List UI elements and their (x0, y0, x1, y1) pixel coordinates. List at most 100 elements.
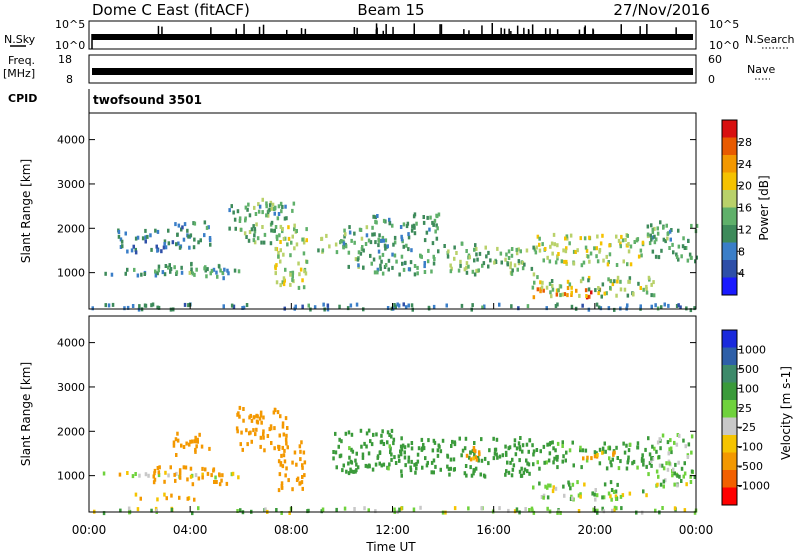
range-time-cell (391, 252, 394, 257)
range-time-cell (420, 437, 424, 442)
range-time-cell (616, 275, 620, 280)
colorbar-frame (721, 329, 738, 506)
range-time-cell (570, 304, 574, 309)
range-time-cell (347, 430, 351, 435)
range-time-cell (226, 268, 229, 273)
range-time-cell (411, 224, 414, 229)
range-time-cell (293, 223, 296, 228)
range-time-cell (652, 293, 656, 298)
range-time-cell (413, 231, 417, 236)
nsky-spike (300, 28, 303, 34)
range-time-cell (153, 471, 156, 476)
range-time-cell (465, 453, 469, 458)
range-time-cell (407, 235, 411, 240)
range-time-cell (474, 455, 477, 460)
range-time-cell (492, 436, 495, 441)
range-time-cell (195, 267, 198, 272)
range-time-cell (627, 448, 631, 453)
range-time-cell (519, 249, 522, 254)
range-time-cell (156, 248, 159, 253)
range-time-cell (504, 257, 507, 262)
range-time-cell (301, 486, 304, 491)
nsky-spike (523, 27, 525, 34)
range-time-cell (483, 304, 486, 309)
range-time-cell (439, 467, 442, 472)
range-time-cell (163, 242, 166, 246)
range-time-cell (637, 281, 640, 286)
range-time-cell (386, 244, 389, 249)
range-time-cell (664, 239, 667, 244)
range-time-cell (619, 279, 622, 284)
range-time-cell (458, 436, 461, 441)
range-time-cell (576, 248, 579, 253)
range-time-cell (136, 507, 140, 512)
range-time-cell (306, 509, 309, 514)
range-time-cell (677, 244, 681, 249)
colorbar-swatch (722, 452, 737, 470)
range-time-cell (596, 453, 599, 457)
range-time-cell (623, 450, 627, 455)
range-time-cell (284, 416, 288, 421)
range-time-cell (432, 438, 436, 443)
range-time-cell (124, 231, 127, 236)
range-time-cell (468, 255, 471, 260)
range-time-cell (372, 432, 375, 437)
range-time-cell (223, 267, 226, 272)
range-time-cell (472, 471, 475, 476)
range-time-cell (233, 268, 237, 273)
range-time-cell (603, 482, 607, 487)
range-time-cell (221, 271, 224, 275)
range-time-cell (244, 205, 248, 210)
range-time-cell (241, 447, 244, 452)
range-time-cell (536, 234, 540, 239)
range-time-cell (521, 261, 525, 265)
range-time-cell (409, 260, 413, 265)
range-time-cell (600, 294, 603, 299)
range-time-cell (469, 457, 473, 462)
range-time-cell (156, 271, 159, 276)
range-time-cell (518, 469, 522, 474)
colorbar-swatch (722, 155, 737, 173)
range-time-cell (172, 440, 176, 445)
range-time-cell (380, 259, 383, 264)
range-time-cell (293, 450, 297, 455)
range-time-cell (522, 470, 526, 475)
range-time-cell (269, 200, 273, 205)
range-time-cell (286, 445, 289, 450)
range-time-cell (654, 254, 658, 259)
nsky-spike (500, 27, 502, 34)
range-time-cell (205, 274, 208, 279)
range-time-cell (533, 247, 537, 252)
range-time-cell (599, 306, 603, 311)
range-time-cell (690, 434, 694, 439)
range-time-cell (415, 221, 418, 226)
range-time-cell (242, 418, 245, 423)
range-time-cell (496, 246, 499, 251)
range-time-cell (507, 470, 511, 475)
range-time-cell (157, 305, 161, 310)
nsky-spike (375, 23, 378, 34)
range-time-cell (387, 267, 390, 272)
range-time-cell (265, 213, 268, 218)
range-time-cell (641, 240, 645, 245)
range-time-cell (281, 280, 284, 285)
range-time-cell (268, 203, 272, 208)
range-time-cell (172, 443, 176, 448)
range-time-cell (577, 493, 581, 498)
range-time-cell (666, 236, 669, 241)
range-time-cell (579, 279, 583, 284)
range-time-cell (574, 250, 577, 254)
range-time-cell (505, 469, 508, 474)
nsky-tick-max: 10^5 (55, 18, 85, 31)
colorbar-tick-label: 24 (738, 158, 752, 171)
nsky-spike (584, 25, 586, 34)
range-time-cell (568, 241, 571, 246)
y-tick-label: 2000 (57, 425, 85, 438)
range-time-cell (104, 303, 107, 308)
range-time-cell (247, 202, 250, 207)
range-time-cell (269, 424, 273, 429)
range-time-cell (607, 446, 610, 451)
range-time-cell (475, 247, 478, 251)
range-time-cell (445, 303, 448, 308)
range-time-cell (357, 250, 361, 255)
